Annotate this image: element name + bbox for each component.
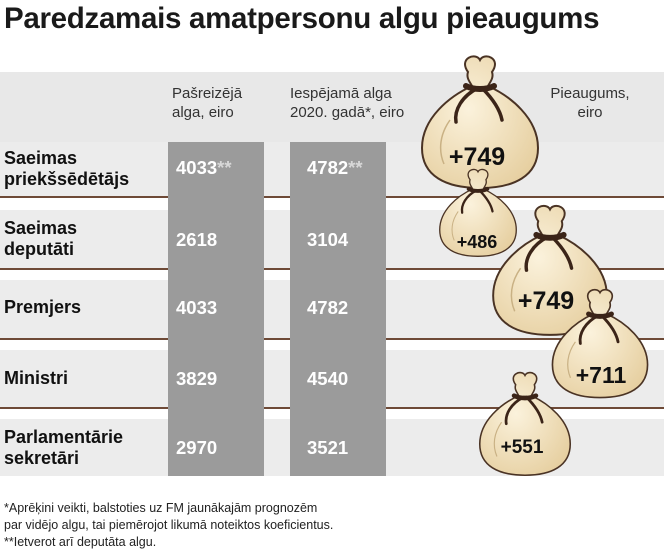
- future-salary-value: 4782**: [307, 157, 363, 178]
- row-label-parlamentarie-sekretari: Parlamentārie sekretāri: [4, 427, 124, 468]
- current-salary-value: 4033**: [176, 157, 232, 178]
- increase-label: +486: [457, 232, 498, 252]
- current-salary-column: [168, 142, 264, 476]
- current-salary-value: 4033: [176, 297, 218, 318]
- footnote-line: par vidējo algu, tai piemērojot likumā n…: [4, 518, 334, 532]
- increase-label: +749: [518, 287, 574, 315]
- row-label-ministri: Ministri: [4, 368, 69, 388]
- future-salary-value: 3104: [307, 229, 349, 250]
- row-label-premjers: Premjers: [4, 297, 82, 317]
- current-salary-value: 3829: [176, 368, 218, 389]
- increase-label: +551: [501, 437, 544, 458]
- current-salary-value: 2970: [176, 437, 218, 458]
- footnote-line: *Aprēķini veikti, balstoties uz FM jaunā…: [4, 501, 318, 515]
- increase-label: +711: [576, 362, 627, 388]
- header-band: [0, 72, 664, 142]
- header-current: Pašreizējā alga, eiro: [172, 85, 243, 121]
- future-salary-column: [290, 142, 386, 476]
- row-label-saeimas-priekssedetajs: Saeimas priekšsēdētājs: [4, 148, 130, 189]
- header-future: Iespējamā alga 2020. gadā*, eiro: [290, 85, 405, 121]
- row-label-saeimas-deputati: Saeimas deputāti: [4, 218, 78, 259]
- header-increase: Pieaugums, eiro: [550, 85, 630, 121]
- current-salary-value: 2618: [176, 229, 218, 250]
- increase-label: +749: [449, 143, 505, 171]
- footnote-line: **Ietverot arī deputāta algu.: [4, 535, 157, 549]
- future-salary-value: 3521: [307, 437, 349, 458]
- footnotes: *Aprēķini veikti, balstoties uz FM jaunā…: [4, 500, 333, 551]
- page-title: Paredzamais amatpersonu algu pieaugums: [4, 2, 600, 35]
- future-salary-value: 4540: [307, 368, 349, 389]
- future-salary-value: 4782: [307, 297, 349, 318]
- money-bag-5: [480, 373, 570, 476]
